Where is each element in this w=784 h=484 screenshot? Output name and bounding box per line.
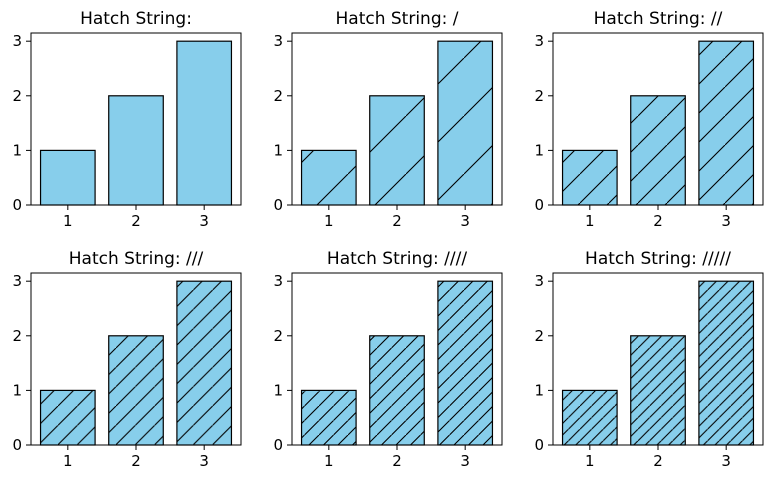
y-tick-label: 3 (534, 272, 544, 290)
bar (108, 95, 164, 206)
bar (437, 280, 494, 446)
x-tick-label: 2 (131, 212, 141, 230)
y-tick-label: 1 (12, 381, 22, 399)
y-tick-label: 3 (273, 272, 283, 290)
subplot-title: Hatch String: // (594, 9, 723, 29)
bar (39, 389, 96, 446)
x-tick-label: 1 (324, 212, 334, 230)
y-tick-label: 0 (12, 196, 22, 214)
bar (698, 280, 755, 446)
subplot-title: Hatch String: //// (327, 249, 467, 269)
x-tick-label: 1 (585, 452, 595, 470)
x-tick-label: 3 (721, 452, 731, 470)
subplot-1: Hatch String: 1 2 3 0 1 2 3 (12, 9, 242, 230)
bar (176, 280, 233, 446)
bar (108, 335, 164, 446)
y-tick-label: 3 (12, 32, 22, 50)
bar (698, 40, 755, 206)
subplot-title: Hatch String: (80, 9, 192, 29)
bar (369, 95, 425, 206)
subplot-title: Hatch String: ///// (585, 249, 731, 269)
y-tick-label: 1 (273, 141, 283, 159)
x-tick-label: 3 (721, 212, 731, 230)
bar (369, 335, 425, 446)
subplot-6: Hatch String: ///// 1 2 3 0 1 2 3 (534, 249, 764, 470)
bar (176, 40, 233, 206)
bar (39, 149, 96, 206)
x-tick-label: 2 (653, 452, 663, 470)
y-tick-label: 1 (534, 381, 544, 399)
x-tick-label: 2 (653, 212, 663, 230)
y-tick-label: 2 (12, 87, 22, 105)
y-tick-label: 2 (534, 87, 544, 105)
bar (437, 40, 494, 206)
y-tick-label: 0 (273, 196, 283, 214)
y-tick-label: 3 (534, 32, 544, 50)
x-tick-label: 3 (199, 452, 209, 470)
y-tick-label: 1 (12, 141, 22, 159)
subplot-4: Hatch String: /// 1 2 3 0 1 2 3 (12, 249, 242, 470)
x-tick-label: 3 (460, 452, 470, 470)
subplot-3: Hatch String: // 1 2 3 0 1 2 3 (534, 9, 764, 230)
bar (561, 149, 618, 206)
bar (630, 95, 686, 206)
y-tick-label: 0 (534, 436, 544, 454)
y-tick-label: 2 (12, 327, 22, 345)
x-tick-label: 1 (63, 452, 73, 470)
y-tick-label: 2 (273, 327, 283, 345)
x-tick-label: 3 (199, 212, 209, 230)
x-tick-label: 2 (392, 212, 402, 230)
y-tick-label: 0 (534, 196, 544, 214)
y-tick-label: 3 (12, 272, 22, 290)
bar (300, 149, 357, 206)
x-tick-label: 2 (392, 452, 402, 470)
y-tick-label: 1 (273, 381, 283, 399)
subplot-title: Hatch String: / (336, 9, 459, 29)
x-tick-label: 1 (585, 212, 595, 230)
y-tick-label: 0 (273, 436, 283, 454)
x-tick-label: 1 (324, 452, 334, 470)
subplot-title: Hatch String: /// (69, 249, 204, 269)
bar (630, 335, 686, 446)
x-tick-label: 3 (460, 212, 470, 230)
bar (300, 389, 357, 446)
subplot-5: Hatch String: //// 1 2 3 0 1 2 3 (273, 249, 503, 470)
x-tick-label: 2 (131, 452, 141, 470)
y-tick-label: 0 (12, 436, 22, 454)
y-tick-label: 1 (534, 141, 544, 159)
y-tick-label: 2 (534, 327, 544, 345)
bar (561, 389, 618, 446)
x-tick-label: 1 (63, 212, 73, 230)
y-tick-label: 2 (273, 87, 283, 105)
subplot-2: Hatch String: / 1 2 3 0 1 2 3 (273, 9, 503, 230)
y-tick-label: 3 (273, 32, 283, 50)
